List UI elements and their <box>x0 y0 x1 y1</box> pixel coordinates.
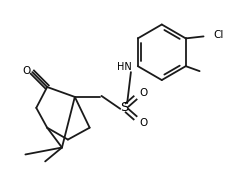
Text: O: O <box>139 88 147 98</box>
Text: HN: HN <box>117 62 131 72</box>
Text: S: S <box>120 101 128 114</box>
Text: O: O <box>22 66 30 76</box>
Text: Cl: Cl <box>213 30 224 40</box>
Text: O: O <box>139 118 147 128</box>
